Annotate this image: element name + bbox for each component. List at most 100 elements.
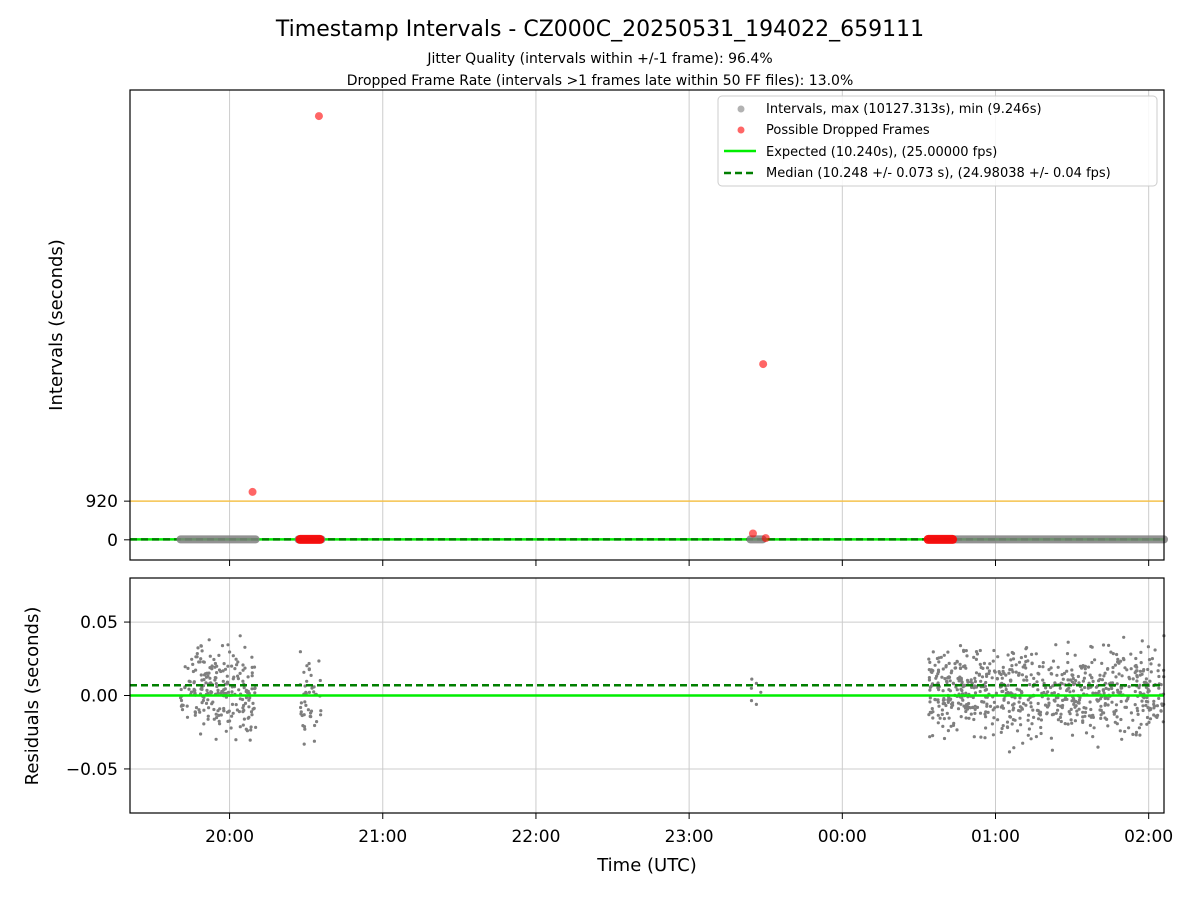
residual-point	[1022, 678, 1026, 682]
residual-point	[1046, 697, 1050, 701]
residual-point	[955, 728, 959, 732]
residual-point	[246, 675, 250, 679]
residual-point	[234, 657, 238, 661]
residual-point	[1106, 667, 1110, 671]
residual-point	[252, 665, 257, 669]
residual-point	[1039, 731, 1043, 736]
residual-point	[180, 708, 185, 712]
residual-point	[1083, 685, 1087, 690]
residual-point	[1101, 643, 1106, 647]
residual-point	[978, 711, 983, 715]
residual-point	[988, 662, 992, 666]
residual-point	[1059, 719, 1063, 724]
residual-point	[983, 712, 987, 716]
x-tick-label: 02:00	[1124, 827, 1173, 847]
residual-point	[244, 727, 248, 731]
residual-point	[1074, 679, 1078, 683]
residual-point	[241, 668, 245, 672]
residual-point	[1030, 722, 1034, 726]
residual-point	[1137, 686, 1141, 690]
residual-point	[305, 679, 309, 683]
residual-point	[1061, 698, 1065, 703]
residual-point	[206, 698, 210, 702]
residual-point	[979, 735, 983, 739]
residual-point	[1083, 667, 1087, 671]
residual-point	[963, 684, 967, 688]
residual-point	[1103, 716, 1107, 720]
residual-point	[302, 742, 306, 746]
residual-point	[955, 660, 959, 664]
residual-point	[1102, 674, 1106, 678]
residual-point	[943, 677, 947, 681]
residual-point	[238, 725, 242, 729]
residual-point	[964, 666, 968, 670]
residual-point	[1147, 720, 1151, 725]
residual-point	[319, 713, 323, 717]
residual-point	[1000, 676, 1004, 680]
residual-point	[1117, 672, 1121, 676]
residual-point	[1135, 679, 1139, 683]
residual-point	[948, 689, 953, 693]
residual-point	[1066, 678, 1070, 682]
residual-point	[238, 697, 242, 701]
residual-point	[941, 698, 946, 703]
residual-point	[1088, 673, 1092, 677]
residual-point	[250, 687, 254, 691]
residual-point	[946, 729, 951, 733]
residual-point	[244, 688, 249, 692]
residual-point	[242, 708, 246, 713]
residual-point	[1037, 664, 1042, 669]
residual-point	[299, 701, 303, 705]
residual-point	[243, 666, 247, 670]
residual-point	[950, 702, 954, 706]
residual-point	[241, 723, 245, 727]
residual-point	[303, 727, 307, 731]
residual-point	[759, 690, 763, 694]
residual-point	[1144, 703, 1148, 708]
residual-point	[1035, 708, 1039, 713]
residual-point	[1099, 704, 1103, 708]
residual-point	[1083, 671, 1087, 675]
residual-point	[206, 714, 210, 718]
residual-point	[1010, 664, 1014, 668]
residual-point	[936, 681, 940, 685]
residual-point	[935, 674, 939, 678]
residual-point	[991, 659, 995, 663]
residual-point	[226, 682, 230, 686]
residual-point	[986, 710, 990, 715]
residual-point	[199, 644, 203, 648]
residual-point	[204, 681, 208, 685]
residual-point	[1111, 665, 1115, 670]
residual-point	[207, 706, 211, 710]
residual-point	[1019, 656, 1024, 660]
residual-point	[956, 707, 961, 711]
residual-point	[199, 673, 203, 677]
residual-point	[312, 739, 316, 743]
residual-point	[1051, 684, 1055, 688]
residual-point	[1142, 696, 1146, 700]
residual-point	[1150, 657, 1154, 661]
residual-point	[1059, 712, 1063, 716]
residual-point	[1058, 686, 1062, 690]
residual-point	[960, 696, 964, 700]
residual-point	[933, 663, 937, 667]
residual-point	[225, 674, 229, 678]
residual-point	[992, 700, 997, 705]
residual-point	[1015, 687, 1019, 691]
residual-point	[188, 680, 192, 684]
residual-point	[1036, 701, 1040, 706]
residual-point	[1140, 699, 1144, 703]
residual-point	[230, 702, 235, 707]
residual-point	[1107, 643, 1111, 648]
residual-point	[1103, 671, 1107, 675]
residual-point	[1024, 703, 1028, 707]
residual-point	[1116, 657, 1120, 661]
residual-point	[205, 671, 209, 675]
residual-point	[1008, 715, 1013, 719]
residual-point	[299, 710, 303, 714]
residual-point	[1013, 718, 1017, 722]
residual-point	[1147, 658, 1152, 662]
residual-point	[304, 691, 308, 695]
residual-point	[1071, 676, 1075, 681]
residual-point	[975, 705, 980, 710]
